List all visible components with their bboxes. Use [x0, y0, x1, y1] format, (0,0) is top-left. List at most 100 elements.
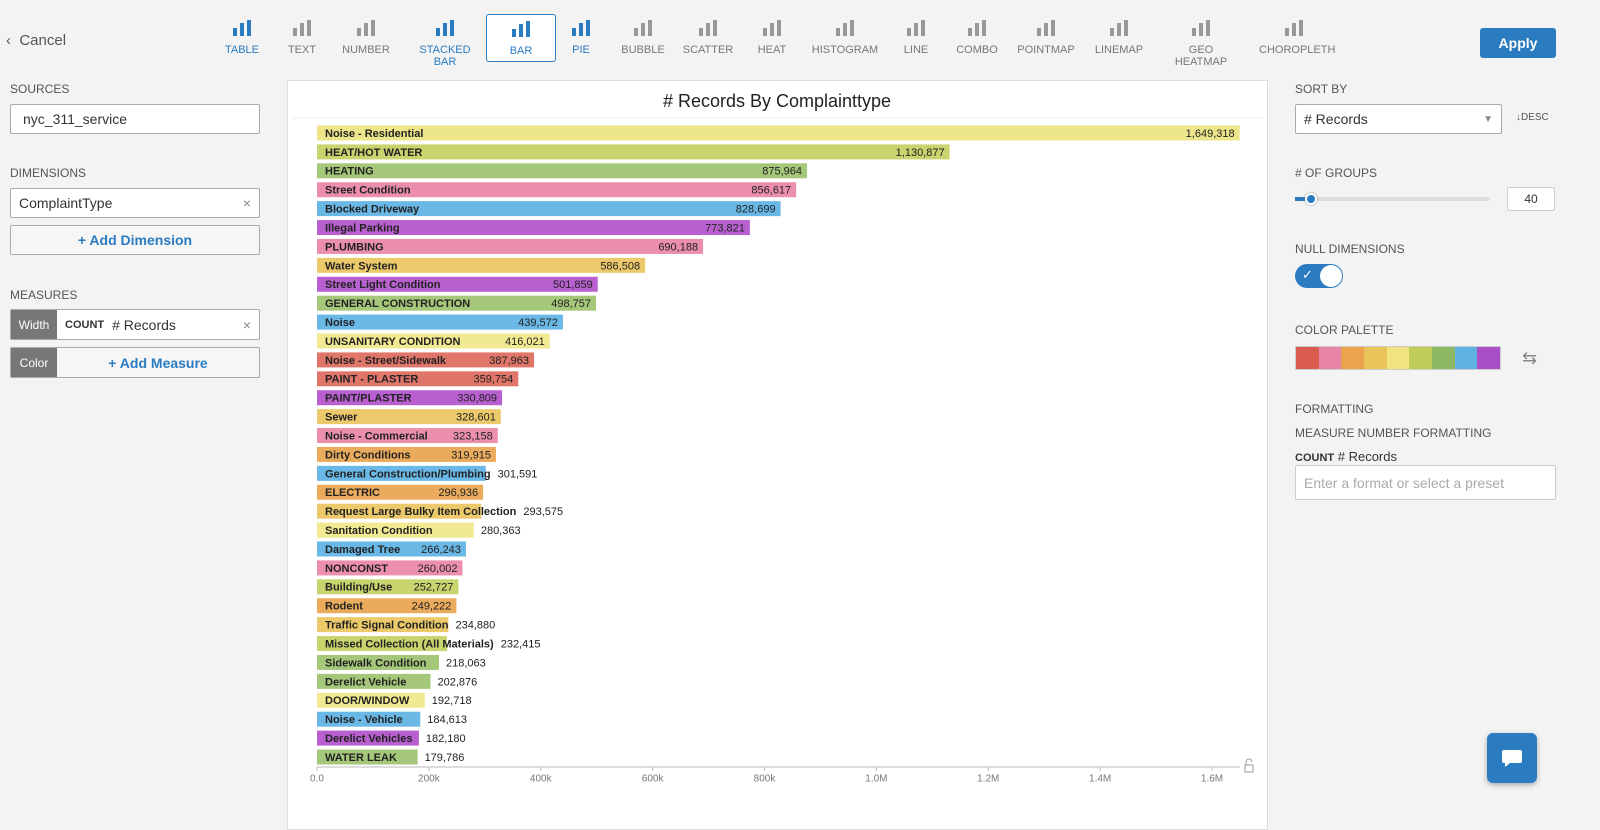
bar — [317, 503, 482, 519]
palette-swatch — [1409, 347, 1433, 369]
measure-pill[interactable]: Width COUNT # Records × — [10, 309, 260, 340]
chart-type-label: POINTMAP — [1017, 44, 1075, 56]
bar-value-label: 387,963 — [489, 355, 529, 367]
chart-type-icon — [512, 21, 530, 37]
source-input[interactable]: nyc_311_service — [10, 104, 260, 134]
format-input[interactable]: Enter a format or select a preset — [1295, 465, 1556, 500]
bar-value-label: 266,243 — [421, 544, 461, 556]
sort-value: # Records — [1304, 111, 1368, 127]
chart-type-button[interactable]: STACKED BAR — [410, 14, 480, 68]
x-tick-label: 1.0M — [865, 774, 887, 785]
chart-type-label: LINE — [903, 44, 929, 56]
bar — [317, 352, 535, 368]
bar-category-label: PLUMBING — [325, 241, 384, 253]
chart-type-button[interactable]: PIE — [546, 14, 616, 62]
add-measure-button[interactable]: + Add Measure — [108, 354, 208, 371]
bar-value-label: 184,613 — [427, 714, 467, 726]
bar — [317, 276, 598, 292]
chart-type-label: PIE — [572, 44, 590, 56]
groups-slider[interactable] — [1295, 193, 1490, 205]
dimension-pill[interactable]: ComplaintType × — [10, 188, 260, 218]
sort-dir[interactable]: ↓DESC — [1516, 112, 1549, 123]
chart-type-button[interactable]: LINEMAP — [1084, 14, 1154, 62]
measure-agg: COUNT — [65, 318, 105, 331]
chart-type-label: HEAT — [757, 44, 787, 56]
bar-value-label: 252,727 — [414, 582, 454, 594]
chart-type-label: CHOROPLETH — [1259, 44, 1336, 56]
bar-value-label: 416,021 — [505, 336, 545, 348]
chart-type-button[interactable]: POINTMAP — [1011, 14, 1081, 62]
chart-type-button[interactable]: BAR — [486, 14, 556, 62]
bar — [317, 560, 463, 576]
chart-type-icon — [1037, 20, 1055, 36]
bar — [317, 163, 808, 179]
x-tick-label: 1.4M — [1089, 774, 1111, 785]
chart-type-button[interactable]: HISTOGRAM — [810, 14, 880, 62]
remove-icon[interactable]: × — [242, 316, 251, 333]
chat-button[interactable] — [1487, 733, 1537, 783]
chart-type-icon — [293, 20, 311, 36]
bar — [317, 201, 781, 217]
chart-type-icon — [1192, 20, 1210, 36]
bar — [317, 333, 550, 349]
bar — [317, 390, 503, 406]
bar-category-label: Derelict Vehicles — [325, 733, 412, 745]
add-dimension-button[interactable]: + Add Dimension — [10, 225, 260, 255]
sources-label: SOURCES — [10, 82, 70, 96]
palette-swatch — [1296, 347, 1319, 369]
chart-type-button[interactable]: COMBO — [942, 14, 1012, 62]
palette-swatch — [1454, 347, 1478, 369]
bar — [317, 692, 425, 708]
x-tick-label: 600k — [642, 774, 665, 785]
bar-category-label: Blocked Driveway — [325, 204, 420, 216]
bar — [317, 484, 484, 500]
chart-type-icon — [1285, 20, 1303, 36]
bar-value-label: 301,591 — [498, 468, 538, 480]
bar — [317, 617, 449, 633]
bar — [317, 749, 418, 765]
lock-icon[interactable] — [1244, 758, 1254, 773]
bar-category-label: Derelict Vehicle — [325, 676, 406, 688]
chart-type-button[interactable]: TEXT — [267, 14, 337, 62]
palette[interactable] — [1295, 346, 1501, 370]
dimensions-label: DIMENSIONS — [10, 166, 87, 180]
groups-input[interactable]: 40 — [1507, 187, 1555, 211]
bar-value-label: 586,508 — [600, 260, 640, 272]
chart-type-label: TEXT — [287, 44, 317, 56]
apply-button[interactable]: Apply — [1480, 28, 1556, 58]
chart-type-button[interactable]: TABLE — [207, 14, 277, 62]
bar-value-label: 498,757 — [551, 298, 591, 310]
chart-type-button[interactable]: NUMBER — [331, 14, 401, 62]
bar-category-label: Damaged Tree — [325, 544, 400, 556]
chart-type-label: NUMBER — [342, 44, 390, 56]
bar-value-label: 249,222 — [412, 601, 452, 613]
bar-value-label: 359,754 — [473, 374, 513, 386]
null-toggle[interactable]: ✓ — [1295, 264, 1343, 288]
bar-value-label: 501,859 — [553, 279, 593, 291]
formatting-label: FORMATTING — [1295, 402, 1374, 416]
sort-select[interactable]: # Records ▼ — [1295, 104, 1502, 134]
chart-type-button[interactable]: HEAT — [737, 14, 807, 62]
chart-type-icon — [572, 20, 590, 36]
palette-swatch — [1386, 347, 1410, 369]
remove-icon[interactable]: × — [242, 195, 251, 211]
x-tick-label: 800k — [754, 774, 777, 785]
bar-category-label: Noise - Residential — [325, 128, 423, 140]
bar — [317, 182, 797, 198]
chart-type-button[interactable]: LINE — [881, 14, 951, 62]
bar-category-label: Street Condition — [325, 185, 411, 197]
bar-category-label: Street Light Condition — [325, 279, 441, 291]
bar — [317, 314, 563, 330]
chart-type-label: SCATTER — [682, 44, 734, 56]
format-agg: COUNT — [1295, 452, 1335, 464]
chart-type-button[interactable]: CHOROPLETH — [1259, 14, 1335, 62]
chart-type-button[interactable]: GEO HEATMAP — [1166, 14, 1236, 68]
chart-type-button[interactable]: BUBBLE — [608, 14, 678, 62]
cancel-button[interactable]: ‹ Cancel — [6, 32, 67, 49]
slider-thumb[interactable] — [1305, 193, 1317, 205]
chart-type-icon — [763, 20, 781, 36]
chart-type-button[interactable]: SCATTER — [673, 14, 743, 62]
chart-type-label: STACKED BAR — [419, 44, 471, 68]
bar-value-label: 260,002 — [418, 563, 458, 575]
swap-icon[interactable]: ⇆ — [1522, 348, 1538, 368]
